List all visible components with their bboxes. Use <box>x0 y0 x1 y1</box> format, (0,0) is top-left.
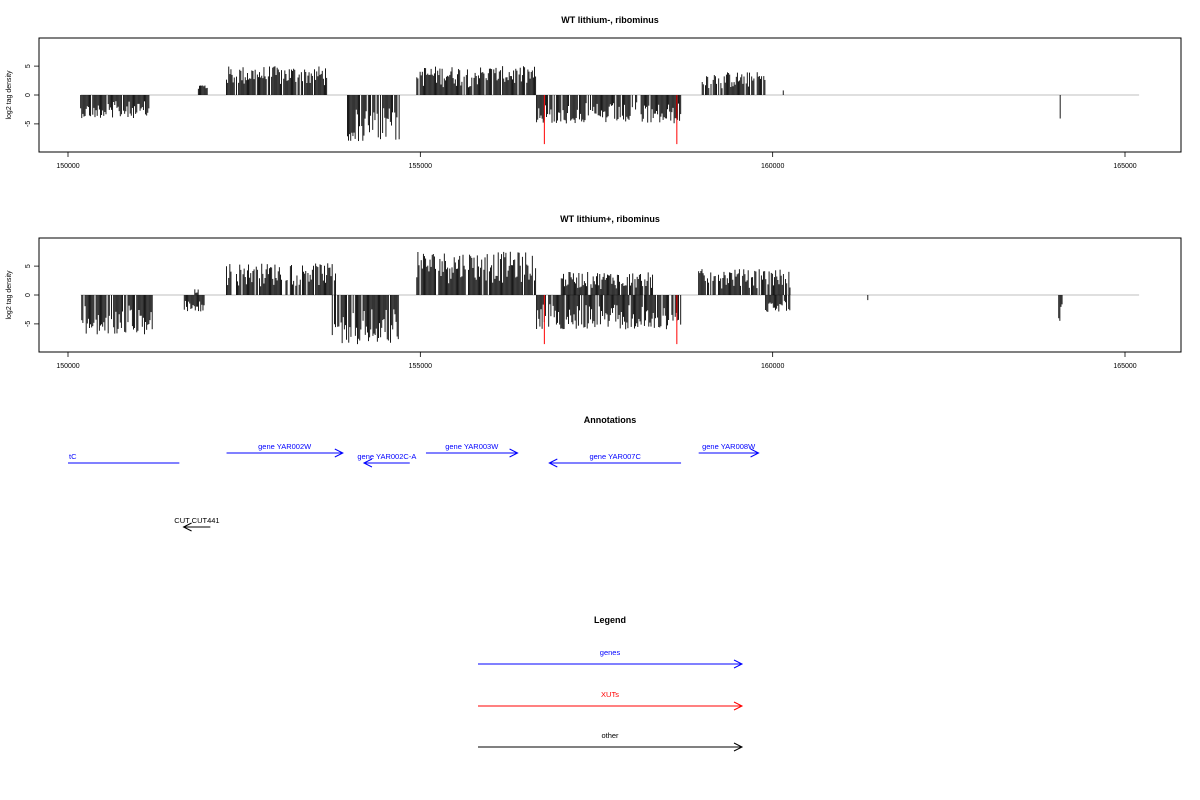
y-tick-label: 5 <box>25 64 32 68</box>
arrow-right-icon <box>334 448 344 458</box>
panel-title: WT lithium+, ribominus <box>560 214 660 224</box>
xut-markers <box>543 295 678 345</box>
annotation-label: CUT CUT441 <box>174 516 219 525</box>
density-bars <box>80 251 1140 345</box>
annotations-track: Annotations tC gene YAR002W gene YAR002C-A… <box>68 415 760 532</box>
arrow-right-icon <box>733 742 744 752</box>
annotation-feature: CUT CUT441 <box>174 516 220 532</box>
x-tick-label: 160000 <box>761 163 784 170</box>
y-axis-ticks: 5 0 -5 <box>25 64 39 127</box>
annotation-feature: gene YAR007C <box>548 452 682 468</box>
y-tick-label: -5 <box>25 121 32 127</box>
legend: Legend genes XUTs other <box>478 615 744 752</box>
density-panel-lithium-minus: WT lithium-, ribominus log2 tag density … <box>6 15 1182 170</box>
x-tick-label: 165000 <box>1113 163 1136 170</box>
density-panel-lithium-plus: WT lithium+, ribominus log2 tag density … <box>6 214 1182 370</box>
x-tick-label: 150000 <box>56 163 79 170</box>
x-axis-ticks: 150000 155000 160000 165000 <box>56 352 1137 370</box>
x-tick-label: 150000 <box>56 363 79 370</box>
y-tick-label: -5 <box>25 321 32 327</box>
x-tick-label: 155000 <box>409 363 432 370</box>
y-axis-label: log2 tag density <box>6 70 13 120</box>
annotation-feature: gene YAR002W <box>226 442 344 458</box>
annotation-label: tC <box>69 452 77 461</box>
annotation-feature: gene YAR008W <box>698 442 760 458</box>
y-tick-label: 5 <box>25 264 32 268</box>
x-axis-ticks: 150000 155000 160000 165000 <box>56 152 1137 170</box>
legend-item: other <box>478 731 744 752</box>
annotation-label: gene YAR007C <box>589 452 641 461</box>
legend-item: XUTs <box>478 690 744 711</box>
x-tick-label: 160000 <box>761 363 784 370</box>
annotation-feature: gene YAR002C-A <box>357 452 416 468</box>
x-tick-label: 165000 <box>1113 363 1136 370</box>
y-tick-label: 0 <box>25 93 32 97</box>
annotation-label: gene YAR008W <box>702 442 756 451</box>
arrow-left-icon <box>182 522 192 532</box>
xut-markers <box>543 95 678 145</box>
y-tick-label: 0 <box>25 293 32 297</box>
arrow-right-icon <box>509 448 519 458</box>
y-axis-ticks: 5 0 -5 <box>25 264 39 327</box>
arrow-right-icon <box>733 659 744 669</box>
annotation-items: tC gene YAR002W gene YAR002C-A gene YAR003W… <box>68 442 760 532</box>
annotation-feature: gene YAR003W <box>425 442 519 458</box>
annotations-title: Annotations <box>584 415 637 425</box>
density-bars <box>80 66 1140 142</box>
arrow-right-icon <box>733 701 744 711</box>
legend-item: genes <box>478 648 744 669</box>
y-axis-label: log2 tag density <box>6 270 13 320</box>
panel-title: WT lithium-, ribominus <box>561 15 659 25</box>
arrow-left-icon <box>362 458 373 468</box>
legend-label: other <box>601 731 619 740</box>
legend-label: genes <box>600 648 621 657</box>
annotation-label: gene YAR003W <box>445 442 499 451</box>
annotation-label: gene YAR002C-A <box>357 452 416 461</box>
arrow-right-icon <box>750 448 760 458</box>
legend-title: Legend <box>594 615 626 625</box>
legend-label: XUTs <box>601 690 619 699</box>
annotation-feature: tC <box>68 452 180 464</box>
x-tick-label: 155000 <box>409 163 432 170</box>
annotation-label: gene YAR002W <box>258 442 312 451</box>
arrow-left-icon <box>548 458 558 468</box>
legend-items: genes XUTs other <box>478 648 744 752</box>
